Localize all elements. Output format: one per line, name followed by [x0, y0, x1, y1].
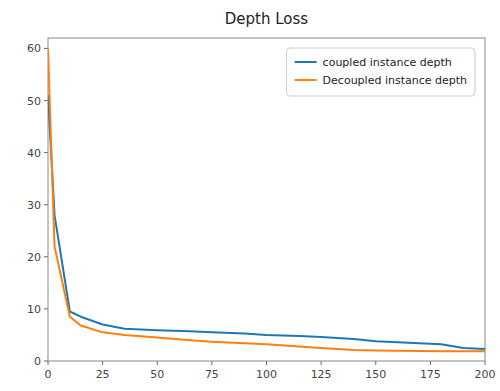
tick-label: 200 — [475, 368, 496, 381]
tick-label: 0 — [45, 368, 52, 381]
tick — [266, 361, 267, 365]
tick — [44, 256, 48, 257]
tick — [44, 204, 48, 205]
lines — [48, 48, 485, 351]
axes: 0 10 20 30 40 50 60 0 25 50 75 100 125 150 175 200 — [27, 38, 496, 381]
plot-frame — [48, 38, 485, 361]
tick — [430, 361, 431, 365]
tick — [211, 361, 212, 365]
tick — [48, 361, 49, 365]
tick-label: 50 — [150, 368, 164, 381]
tick-label: 25 — [96, 368, 110, 381]
tick-label: 75 — [205, 368, 219, 381]
legend-label: Decoupled instance depth — [323, 74, 467, 87]
tick — [44, 48, 48, 49]
tick-label: 10 — [27, 303, 41, 316]
tick-label: 30 — [27, 199, 41, 212]
tick-label: 40 — [27, 147, 41, 160]
legend-swatch — [295, 79, 317, 81]
line — [48, 95, 485, 349]
tick-label: 0 — [34, 355, 41, 368]
tick — [44, 308, 48, 309]
tick — [375, 361, 376, 365]
tick-label: 150 — [365, 368, 386, 381]
chart: Depth Loss 0 10 20 30 40 50 60 0 25 50 75 100 125 150 1… — [0, 0, 500, 391]
tick — [157, 361, 158, 365]
legend: coupled instance depth Decoupled instance… — [287, 48, 475, 96]
legend-swatch — [295, 61, 317, 63]
tick — [321, 361, 322, 365]
tick — [44, 152, 48, 153]
tick — [102, 361, 103, 365]
legend-box — [287, 48, 475, 96]
legend-label: coupled instance depth — [323, 56, 452, 69]
tick — [44, 100, 48, 101]
tick-label: 175 — [420, 368, 441, 381]
tick — [44, 361, 48, 362]
tick-label: 125 — [311, 368, 332, 381]
tick-label: 50 — [27, 95, 41, 108]
tick-label: 60 — [27, 42, 41, 55]
tick — [485, 361, 486, 365]
tick-label: 20 — [27, 251, 41, 264]
line — [48, 48, 485, 351]
title: Depth Loss — [225, 10, 309, 28]
tick-label: 100 — [256, 368, 277, 381]
